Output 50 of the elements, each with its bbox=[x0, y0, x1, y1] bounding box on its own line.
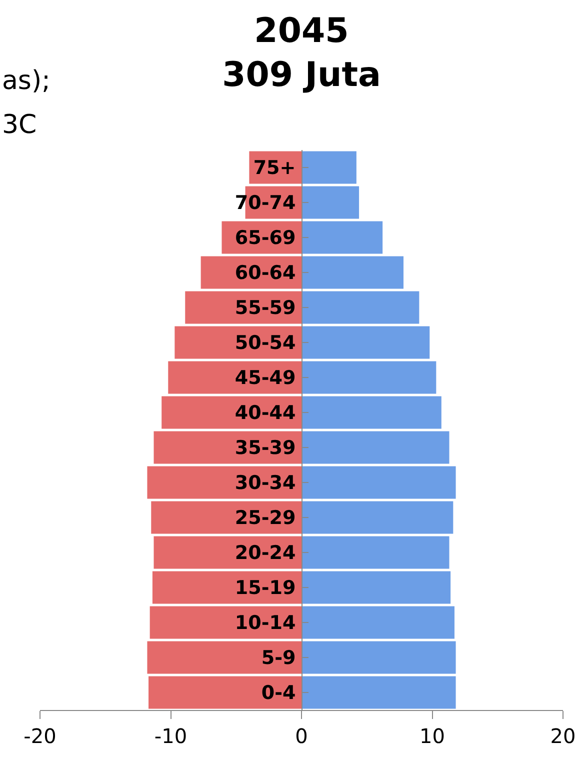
bar bbox=[151, 501, 302, 534]
bar bbox=[302, 676, 456, 709]
y-tick-label: 40-44 bbox=[234, 402, 296, 424]
bar bbox=[150, 606, 302, 639]
y-tick-label: 55-59 bbox=[234, 297, 296, 320]
y-tick-label: 65-69 bbox=[234, 227, 296, 250]
bar bbox=[302, 326, 430, 359]
y-tick-label: 60-64 bbox=[234, 262, 296, 284]
y-tick-label: 0-4 bbox=[261, 682, 296, 704]
y-tick-label: 75+ bbox=[253, 157, 296, 180]
bar bbox=[302, 396, 442, 429]
y-tick-label: 30-34 bbox=[234, 472, 296, 494]
bar bbox=[154, 431, 302, 464]
bar bbox=[302, 431, 450, 464]
bar bbox=[302, 466, 456, 499]
bar bbox=[302, 501, 454, 534]
x-tick-label: 10 bbox=[420, 724, 445, 748]
bar bbox=[302, 641, 456, 674]
y-tick-label: 35-39 bbox=[234, 437, 296, 460]
chart-title: 2045 309 Juta bbox=[222, 10, 381, 95]
y-tick-label: 15-19 bbox=[234, 577, 296, 600]
bar bbox=[302, 361, 436, 394]
bar bbox=[302, 221, 383, 254]
bar bbox=[148, 676, 302, 709]
bar bbox=[147, 466, 302, 499]
y-tick-label: 10-14 bbox=[234, 612, 296, 634]
bar bbox=[174, 326, 302, 359]
bar bbox=[152, 571, 302, 604]
y-tick-label: 50-54 bbox=[234, 332, 296, 354]
bar bbox=[162, 396, 302, 429]
bar bbox=[302, 536, 450, 569]
y-tick-label: 5-9 bbox=[261, 647, 296, 670]
x-tick-label: 0 bbox=[295, 724, 308, 748]
bar bbox=[154, 536, 302, 569]
bar bbox=[302, 186, 360, 219]
y-tick-label: 20-24 bbox=[234, 542, 296, 564]
bar bbox=[168, 361, 302, 394]
bar bbox=[302, 291, 420, 324]
x-tick-label: 20 bbox=[550, 724, 576, 748]
y-tick-label: 25-29 bbox=[234, 507, 296, 530]
text: as); bbox=[2, 66, 50, 96]
y-tick-label: 45-49 bbox=[234, 367, 296, 390]
bar bbox=[302, 151, 356, 184]
x-tick-label: -10 bbox=[154, 724, 188, 748]
bar bbox=[302, 606, 454, 639]
x-tick-label: -20 bbox=[24, 724, 56, 748]
bar bbox=[302, 571, 451, 604]
bar bbox=[302, 256, 404, 289]
bar bbox=[147, 641, 302, 674]
text: 3C bbox=[2, 110, 37, 140]
